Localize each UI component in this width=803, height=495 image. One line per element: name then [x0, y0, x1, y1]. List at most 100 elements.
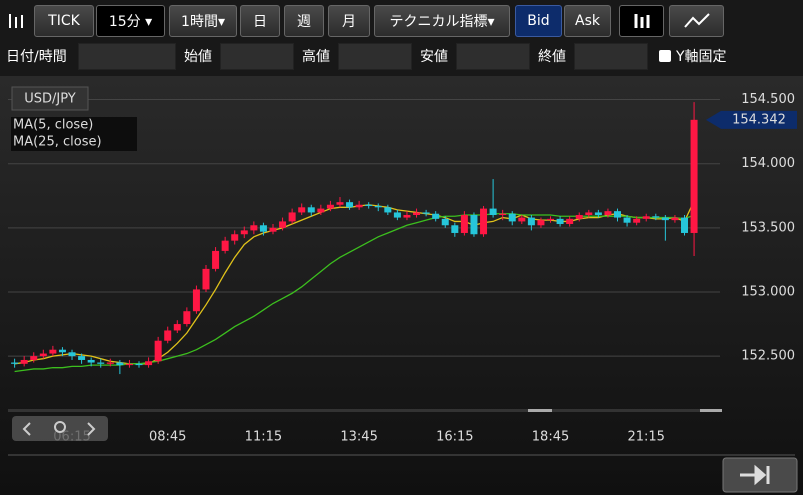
candle-body: [336, 202, 344, 205]
scroll-panel: [12, 416, 108, 441]
candle-body: [58, 349, 66, 353]
low-field: [456, 43, 530, 70]
price-tag: [706, 110, 797, 129]
week-button[interactable]: 週: [284, 5, 324, 37]
candle-body: [547, 218, 555, 221]
candle-body: [202, 268, 210, 290]
period-select[interactable]: 1時間▾: [169, 5, 237, 37]
scroll-controls[interactable]: [12, 416, 108, 441]
candle-body: [116, 362, 124, 366]
latest-button[interactable]: [722, 457, 798, 493]
x-tick-label: 11:15: [245, 430, 282, 445]
y-fix-checkbox[interactable]: [659, 50, 671, 62]
y-tick-label: 153.500: [741, 220, 795, 235]
candle-body: [642, 216, 650, 219]
candle-body: [11, 362, 19, 364]
candle-body: [499, 213, 507, 216]
tick-button[interactable]: TICK: [34, 5, 94, 37]
candle-body: [154, 340, 162, 362]
candle-body: [393, 212, 401, 218]
month-button[interactable]: 月: [328, 5, 370, 37]
legend-label: MA(5, close): [13, 118, 93, 133]
price-tag-label: 154.342: [732, 112, 786, 127]
candle-body: [164, 330, 172, 341]
candle-body: [432, 213, 440, 219]
icon: [683, 13, 710, 28]
x-tick-label: 21:15: [627, 430, 664, 445]
open-label: 始値: [184, 49, 212, 65]
candle-body: [451, 225, 459, 233]
symbol-box: [11, 86, 89, 111]
candle-body: [288, 212, 296, 222]
candle-body: [652, 216, 660, 218]
close-field: [574, 43, 648, 70]
symbol: USD/JPY: [24, 92, 76, 107]
y-tick-label: 152.500: [741, 349, 795, 364]
candle-body: [39, 353, 47, 357]
candle-body: [527, 217, 535, 226]
candle-body: [355, 204, 363, 208]
candle-body: [489, 208, 497, 216]
day-button[interactable]: 日: [240, 5, 280, 37]
candle-body: [49, 349, 57, 354]
candle-body: [346, 202, 354, 208]
icon: [634, 14, 649, 28]
candle-body: [374, 206, 382, 208]
candle-body: [231, 234, 239, 241]
bid-button[interactable]: Bid: [515, 5, 562, 37]
candle-body: [317, 208, 325, 213]
candle-body: [671, 217, 679, 221]
candle-body: [135, 363, 143, 366]
close-label: 終値: [538, 49, 566, 65]
scrollbar: [8, 409, 720, 412]
x-tick-label: 16:15: [436, 430, 473, 445]
x-tick-label: 18:45: [532, 430, 569, 445]
interval-select[interactable]: 15分 ▾: [96, 5, 165, 37]
datetime-field: [78, 43, 176, 70]
candle-body: [212, 250, 220, 269]
candle-body: [240, 230, 248, 235]
y-tick-label: 154.500: [741, 92, 795, 107]
candle-body: [183, 311, 191, 325]
indicator-select[interactable]: テクニカル指標▾: [374, 5, 510, 37]
candle-body: [633, 218, 641, 223]
line-chart-button[interactable]: [669, 5, 724, 37]
scroll-right[interactable]: [87, 422, 96, 436]
candle-body: [556, 218, 564, 224]
x-tick-label: 08:45: [149, 430, 186, 445]
candle-body: [441, 218, 449, 226]
candle-body: [106, 362, 114, 364]
x-tick-label: 13:45: [340, 430, 377, 445]
icon: [9, 14, 23, 28]
scroll-left[interactable]: [22, 422, 31, 436]
candle-body: [307, 207, 315, 213]
candle-body: [97, 362, 105, 364]
candle-body: [518, 217, 526, 222]
candle-body: [20, 359, 28, 364]
candle-body: [623, 217, 631, 223]
candle-body: [575, 215, 583, 219]
candle-body: [460, 215, 468, 233]
candle-body: [221, 240, 229, 251]
candle-body: [250, 225, 258, 231]
candle-body: [259, 225, 267, 232]
candle-body: [145, 361, 153, 366]
candle-body: [594, 212, 602, 216]
high-label: 高値: [302, 49, 330, 65]
candle-body: [403, 215, 411, 218]
candle-body: [279, 221, 287, 228]
zoom[interactable]: [54, 421, 66, 433]
legend-box: [11, 117, 137, 151]
candle-body: [681, 217, 688, 233]
candle-body: [614, 211, 622, 218]
legend-label: MA(25, close): [13, 135, 102, 150]
high-field: [338, 43, 412, 70]
datetime-label: 日付/時間: [6, 49, 67, 65]
scroll-thumb: [700, 409, 722, 412]
candle-body: [508, 213, 516, 222]
ask-button[interactable]: Ask: [564, 5, 611, 37]
candle-chart-button[interactable]: [619, 5, 664, 37]
candle-icon[interactable]: [3, 5, 29, 37]
candle-body: [192, 289, 200, 312]
candle-body: [566, 218, 574, 224]
